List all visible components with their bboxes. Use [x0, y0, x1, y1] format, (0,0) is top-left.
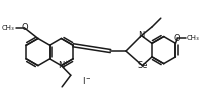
Text: O: O	[21, 23, 28, 32]
Text: N: N	[138, 31, 145, 40]
Text: CH₃: CH₃	[187, 36, 200, 41]
Text: N: N	[58, 61, 64, 70]
Text: I: I	[82, 77, 85, 86]
Text: Se: Se	[137, 61, 148, 70]
Text: +: +	[64, 60, 69, 65]
Text: CH₃: CH₃	[2, 25, 15, 31]
Text: O: O	[174, 34, 181, 43]
Text: −: −	[85, 76, 90, 81]
